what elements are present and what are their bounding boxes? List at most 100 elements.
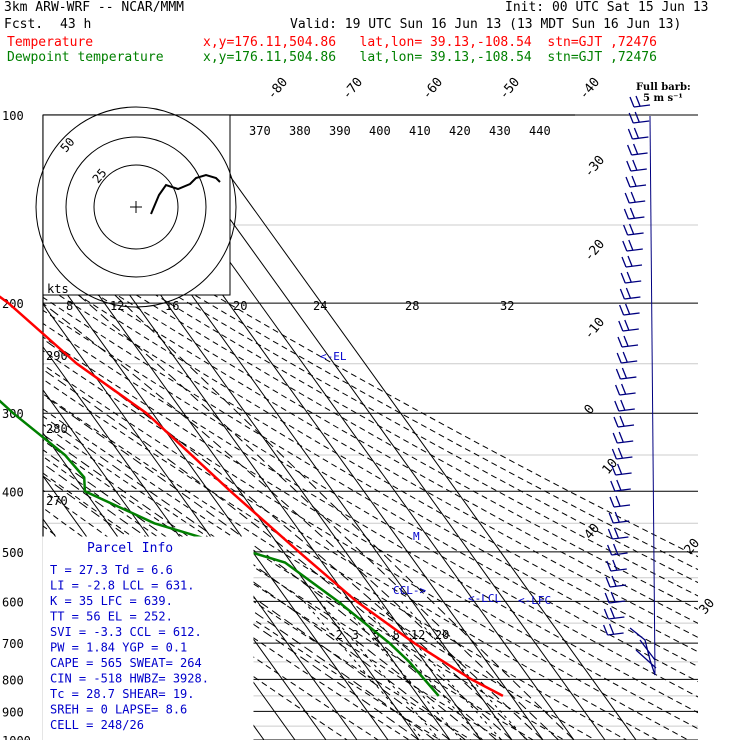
parcel-info-row: Tc = 28.7 SHEAR= 19.	[50, 687, 195, 701]
wind-barb-flag	[613, 527, 620, 539]
isotherm-tick-label: -30	[582, 153, 609, 181]
theta-e-label: 380	[289, 124, 311, 138]
surface-wind-barbs	[629, 627, 657, 676]
wind-barb-flag	[612, 559, 618, 571]
wind-barb-flag	[614, 511, 620, 523]
wind-barb-flag	[622, 351, 628, 363]
pressure-tick-label: 200	[2, 297, 24, 311]
dewpoint-profile-line	[0, 399, 440, 697]
dry-adiabat-line	[43, 378, 627, 740]
dry-adiabat-line	[43, 224, 698, 597]
isotherm-tick-label: -40	[577, 75, 604, 103]
moist-adiabat-line	[43, 302, 544, 740]
parcel-info-row: CELL = 248/26	[50, 718, 144, 732]
wind-barb-flag	[609, 496, 615, 508]
wind-barb-flag	[604, 592, 610, 604]
mixing-ratio-line	[339, 600, 462, 740]
wind-barb-flag	[627, 128, 634, 140]
wind-barb-flag	[623, 208, 630, 220]
wind-barb-shaft	[633, 104, 651, 108]
wind-barb-flag	[608, 512, 614, 524]
wind-barb-flag	[620, 383, 627, 395]
parcel-info-box: Parcel Info T = 27.3 Td = 6.6 LI = -2.8 LC…	[42, 536, 254, 740]
pressure-tick-label: 400	[2, 485, 24, 499]
wind-barb-flag	[616, 352, 622, 364]
pressure-tick-label: 100	[2, 109, 24, 123]
mixing-ratio-label: 3	[352, 628, 359, 642]
wind-barb-flag	[615, 495, 621, 507]
wind-barb-flag	[622, 224, 629, 236]
wind-barb-flag	[632, 159, 638, 171]
moist-adiabat-line	[43, 394, 497, 740]
isotherm-tick-label: -70	[340, 75, 367, 103]
wind-barb-flag	[610, 591, 616, 603]
theta-label: 280	[46, 422, 68, 436]
wind-barb-flag	[624, 192, 630, 204]
pressure-tick-label: 1000	[2, 734, 31, 740]
moist-adiabat-line	[43, 475, 420, 740]
wind-barb-flag	[615, 368, 622, 380]
wind-barb-flag	[602, 624, 609, 636]
dry-adiabat-line	[43, 284, 698, 668]
wind-barb-shaft	[620, 376, 637, 380]
wind-barb-flag	[612, 432, 618, 444]
moist-adiabat-line	[43, 368, 513, 740]
wind-barb-flag	[608, 623, 615, 635]
isotherm-tick-label: -80	[265, 75, 292, 103]
dry-adiabat-line	[43, 201, 698, 571]
wind-barb-flag	[620, 399, 626, 411]
sounding-annotation: <-EL	[320, 350, 347, 363]
wind-barb-flag	[622, 240, 628, 252]
wind-barb-shaft	[609, 584, 627, 588]
isotherm-line	[43, 303, 358, 740]
wind-barb-flag	[619, 288, 626, 300]
barb-legend-units: 5 m s⁻¹	[643, 93, 683, 104]
wind-barb-shaft	[615, 472, 632, 476]
wind-barb-flag	[634, 111, 640, 123]
wind-barb-shaft	[621, 344, 639, 348]
wind-barb-shaft	[613, 520, 630, 524]
wind-barb-flag	[609, 607, 616, 619]
wind-barb-flag	[628, 112, 634, 124]
wind-barb-flag	[610, 464, 617, 476]
wind-barb-flag	[618, 320, 624, 332]
parcel-info-row: T = 27.3 Td = 6.6	[50, 563, 173, 577]
wind-barb-flag	[610, 480, 616, 492]
wind-barb-shaft	[617, 440, 634, 444]
wind-barb-shaft	[626, 248, 643, 252]
wind-barb-shaft	[619, 392, 636, 396]
valid-time: Valid: 19 UTC Sun 16 Jun 13 (13 MDT Sun …	[290, 17, 682, 32]
dewpoint-location: x,y=176.11,504.86 lat,lon= 39.13,-108.54…	[203, 50, 657, 65]
forecast-hours: 43 h	[60, 17, 92, 32]
wind-barb-flag	[606, 544, 613, 556]
wind-barb-shaft	[609, 600, 626, 604]
pressure-tick-label: 800	[2, 673, 24, 687]
parcel-info-row: CAPE = 565 SWEAT= 264	[50, 656, 202, 670]
hodograph-scale-label: 24	[313, 299, 327, 313]
theta-e-label: 390	[329, 124, 351, 138]
wind-barb-flag	[625, 176, 631, 188]
theta-label: 270	[46, 494, 68, 508]
wind-barb-shaft	[616, 456, 633, 460]
wind-barb-flag	[629, 207, 636, 219]
wind-barb-shaft	[629, 184, 647, 188]
hodograph-scale-label: 32	[500, 299, 514, 313]
wind-barb-flag	[626, 271, 632, 283]
sounding-annotation: M	[413, 530, 420, 543]
wind-barb-flag	[616, 479, 622, 491]
isotherm-line	[185, 115, 637, 740]
parcel-background	[42, 536, 254, 740]
isotherm-tick-label: -60	[420, 75, 447, 103]
dry-adiabat-line	[43, 364, 658, 740]
wind-barb-shaft	[629, 200, 646, 204]
theta-label: 290	[46, 349, 68, 363]
isotherm-tick-label: -50	[497, 75, 524, 103]
init-time: Init: 00 UTC Sat 15 Jun 13	[505, 0, 709, 15]
wind-barb-shaft	[613, 504, 631, 508]
wind-barb-shaft	[630, 168, 647, 172]
forecast-label: Fcst.	[4, 17, 44, 32]
dry-adiabat-line	[43, 322, 698, 714]
hodograph-scale-label: 12	[110, 299, 124, 313]
dry-adiabat-line	[43, 525, 348, 740]
dry-adiabat-line	[43, 259, 698, 638]
